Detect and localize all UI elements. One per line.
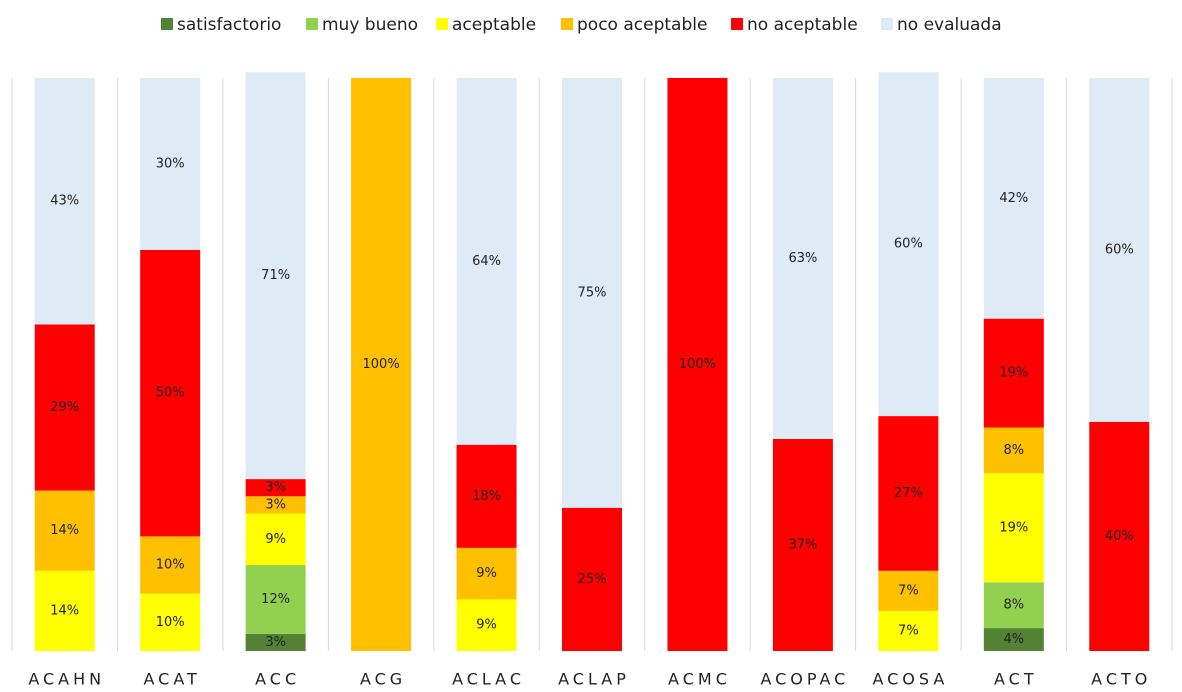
legend-label: no aceptable — [747, 15, 858, 35]
bar-segment — [351, 78, 412, 651]
data-label: 4% — [1004, 632, 1025, 647]
bar-segment — [34, 570, 95, 651]
data-label: 43% — [50, 194, 79, 209]
x-tick-label: ACG — [360, 670, 406, 689]
legend-swatch — [561, 18, 573, 30]
data-label: 14% — [50, 523, 79, 538]
data-label: 7% — [898, 583, 919, 598]
data-label: 3% — [265, 635, 286, 650]
data-label: 75% — [578, 285, 607, 300]
bar-segment — [140, 593, 201, 651]
x-tick-label: ACTO — [1091, 670, 1151, 689]
bar-segment — [562, 78, 622, 508]
x-tick-label: ACOSA — [872, 670, 948, 689]
bar-segment — [878, 72, 939, 417]
bar-segment — [140, 249, 201, 537]
x-tick-label: ACLAC — [452, 670, 525, 689]
data-label: 9% — [476, 566, 497, 581]
bar-segment — [140, 78, 201, 250]
data-label: 9% — [476, 618, 497, 633]
bar-segment — [772, 78, 833, 439]
bar-segment — [34, 78, 95, 325]
x-tick-label: ACAHN — [28, 670, 105, 689]
data-label: 8% — [1004, 443, 1025, 458]
bar-segment — [456, 547, 517, 600]
bar-segment — [878, 570, 939, 611]
legend-swatch — [731, 18, 743, 30]
data-label: 18% — [472, 489, 501, 504]
data-label: 60% — [1105, 242, 1134, 257]
bar-segment — [983, 628, 1044, 651]
bar-segment — [140, 536, 201, 594]
data-label: 9% — [265, 532, 286, 547]
data-label: 3% — [265, 480, 286, 495]
bar-segment — [245, 513, 306, 566]
data-label: 100% — [679, 357, 716, 372]
bar-segment — [667, 78, 728, 651]
bar-segment — [983, 582, 1044, 629]
x-tick-label: ACOPAC — [760, 670, 849, 689]
data-label: 37% — [788, 537, 817, 552]
data-label: 29% — [50, 400, 79, 415]
bar-segment — [245, 72, 306, 480]
data-label: 42% — [999, 191, 1028, 206]
data-label: 7% — [898, 623, 919, 638]
bar-segment — [878, 416, 939, 571]
bar-segment — [983, 473, 1044, 583]
bar-segment — [878, 610, 939, 651]
legend-swatch — [161, 18, 173, 30]
x-tick-label: ACMC — [668, 670, 731, 689]
legend-swatch — [881, 18, 893, 30]
data-label: 19% — [999, 366, 1028, 381]
legend-swatch — [306, 18, 318, 30]
x-tick-label: ACLAP — [558, 670, 630, 689]
bar-segment — [456, 78, 517, 445]
data-label: 3% — [265, 497, 286, 512]
data-label: 30% — [156, 156, 185, 171]
x-tick-label: ACAT — [144, 670, 201, 689]
data-label: 19% — [999, 520, 1028, 535]
bar-segment — [1089, 421, 1150, 651]
bar-segment — [983, 427, 1044, 474]
bar-segment — [456, 599, 517, 651]
data-label: 50% — [156, 386, 185, 401]
bar-segment — [34, 324, 95, 491]
data-label: 71% — [261, 268, 290, 283]
bar-segment — [245, 496, 306, 514]
legend-label: muy bueno — [322, 15, 418, 35]
data-label: 12% — [261, 592, 290, 607]
bar-segment — [34, 490, 95, 571]
legend-label: poco aceptable — [577, 15, 707, 35]
data-label: 14% — [50, 603, 79, 618]
bar-segment — [456, 444, 517, 548]
data-label: 8% — [1004, 598, 1025, 613]
bar-segment — [1089, 78, 1150, 422]
x-tick-label: ACC — [255, 670, 300, 689]
bar-segment — [983, 78, 1044, 319]
data-label: 27% — [894, 486, 923, 501]
data-label: 64% — [472, 254, 501, 269]
legend-label: aceptable — [452, 15, 536, 35]
data-label: 60% — [894, 237, 923, 252]
legend-label: satisfactorio — [177, 15, 281, 35]
data-label: 40% — [1105, 529, 1134, 544]
legend-swatch — [436, 18, 448, 30]
data-label: 63% — [788, 251, 817, 266]
bar-segment — [562, 507, 622, 651]
data-label: 10% — [156, 615, 185, 630]
x-tick-label: ACT — [994, 670, 1038, 689]
data-label: 25% — [578, 572, 607, 587]
bar-segment — [772, 438, 833, 651]
legend-label: no evaluada — [897, 15, 1002, 35]
bar-segment — [245, 633, 306, 651]
data-label: 100% — [363, 357, 400, 372]
bar-segment — [245, 479, 306, 497]
bar-segment — [983, 318, 1044, 428]
bar-segment — [245, 565, 306, 634]
data-label: 10% — [156, 558, 185, 573]
